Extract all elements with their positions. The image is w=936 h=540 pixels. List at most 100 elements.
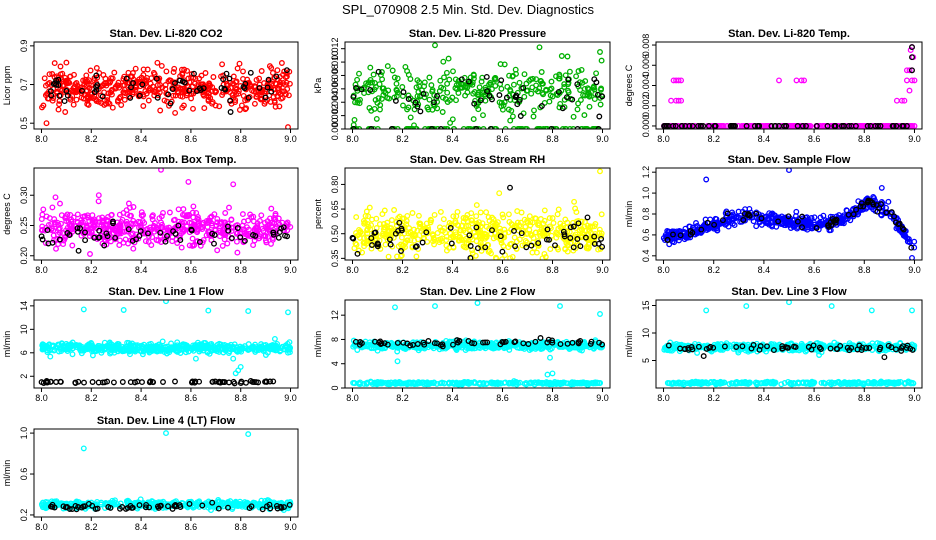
data-point [425, 338, 432, 344]
data-point [356, 70, 362, 77]
data-point [111, 69, 118, 76]
data-point [168, 340, 175, 347]
data-point [164, 343, 171, 350]
data-point [911, 77, 918, 84]
data-point [528, 242, 535, 249]
data-point [142, 88, 149, 95]
data-point [574, 81, 581, 88]
data-point [157, 232, 164, 239]
data-point [547, 225, 554, 232]
data-point [270, 229, 277, 236]
data-point [356, 100, 363, 107]
plot-frame [33, 299, 299, 389]
data-point [804, 224, 811, 231]
data-point [227, 109, 234, 115]
data-point [188, 226, 195, 233]
data-point [175, 206, 182, 213]
data-point [200, 85, 207, 92]
data-point [477, 381, 483, 388]
data-point [203, 217, 210, 224]
data-point [420, 226, 426, 233]
x-tick-label: 8.0 [657, 265, 670, 275]
data-point [420, 90, 427, 97]
x-tick-label: 8.2 [707, 134, 720, 144]
x-tick-label: 8.8 [546, 265, 559, 275]
data-point [695, 123, 702, 129]
data-point [447, 119, 454, 126]
data-point [443, 69, 450, 76]
data-point [492, 82, 499, 89]
x-tick-label: 8.2 [85, 393, 98, 403]
data-point [579, 230, 586, 237]
x-tick-label: 8.2 [85, 134, 98, 144]
data-point [430, 345, 437, 352]
data-point [379, 379, 386, 386]
data-point [214, 215, 221, 222]
data-point [492, 76, 499, 83]
data-point [673, 228, 680, 235]
data-point [490, 380, 497, 387]
data-point [891, 213, 898, 220]
data-point [497, 225, 503, 232]
data-point [171, 65, 178, 72]
data-point [477, 97, 484, 104]
data-point [745, 210, 752, 217]
y-axis-label: kPa [313, 78, 323, 94]
data-point [116, 230, 123, 237]
data-point [431, 241, 438, 248]
data-point [363, 380, 370, 387]
data-point [505, 211, 512, 218]
data-point [413, 253, 420, 260]
data-point [180, 228, 187, 235]
data-point [107, 226, 114, 233]
data-point [89, 224, 96, 231]
data-point [496, 190, 503, 197]
data-point [505, 106, 512, 113]
data-point [893, 123, 900, 129]
data-point [687, 231, 694, 238]
x-tick-label: 8.4 [758, 265, 771, 275]
data-point [598, 232, 605, 239]
data-point [581, 342, 588, 349]
data-point [99, 218, 106, 225]
data-point [517, 113, 524, 119]
data-point [890, 123, 897, 129]
data-point [462, 84, 469, 90]
data-point [666, 231, 673, 238]
data-point [258, 89, 265, 95]
data-point [535, 240, 542, 247]
data-point [539, 345, 546, 352]
data-point [284, 340, 291, 347]
data-point [502, 379, 509, 386]
data-point [496, 92, 503, 99]
data-point [520, 84, 527, 91]
data-point [138, 74, 145, 81]
data-point [205, 307, 212, 314]
data-point [93, 72, 100, 79]
data-point [162, 238, 169, 245]
data-point [474, 300, 481, 306]
data-point [234, 65, 241, 72]
data-point [364, 237, 370, 244]
data-point [89, 352, 96, 359]
data-point [888, 209, 895, 216]
data-point [784, 218, 791, 225]
data-point [47, 353, 54, 360]
data-point [703, 176, 710, 183]
data-point [172, 109, 179, 116]
x-tick-label: 8.0 [35, 393, 48, 403]
data-point [816, 221, 823, 228]
data-point [154, 94, 161, 101]
data-point [232, 79, 239, 86]
data-point [60, 241, 67, 248]
data-point [145, 233, 152, 240]
data-point [549, 339, 556, 346]
data-point [514, 208, 521, 215]
data-point [160, 209, 166, 216]
data-point [174, 240, 181, 246]
data-point [251, 379, 257, 385]
data-point [39, 342, 46, 349]
data-point [120, 307, 127, 313]
data-point [466, 232, 473, 239]
